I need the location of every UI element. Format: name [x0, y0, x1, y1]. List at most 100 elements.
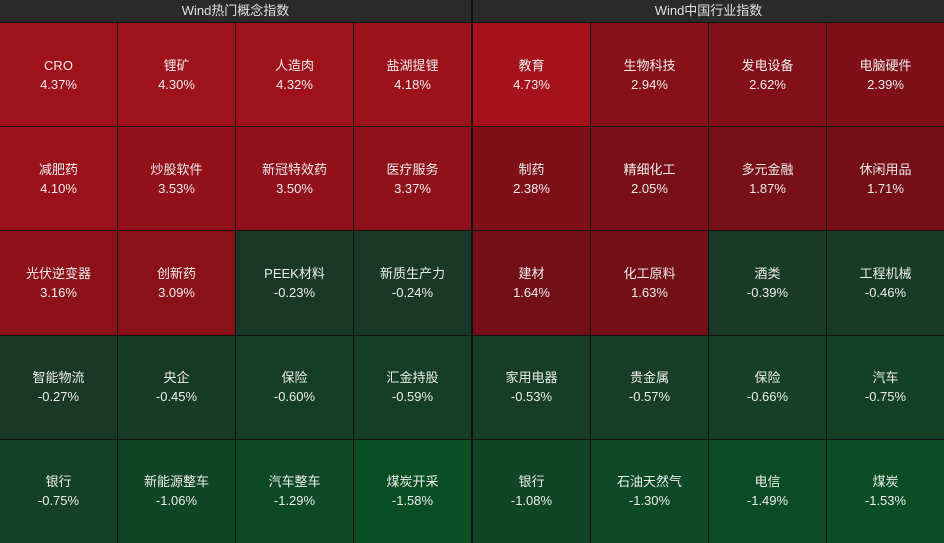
tile[interactable]: 贵金属 -0.57% [591, 335, 708, 439]
tile-change: -1.53% [864, 493, 907, 509]
tile-change: 4.30% [158, 76, 195, 92]
tile[interactable]: 汇金持股 -0.59% [354, 335, 471, 439]
tile-change: -0.66% [746, 389, 789, 405]
tile-change: 4.18% [394, 76, 431, 92]
tile-name: PEEK材料 [264, 265, 325, 281]
tile-name: 家用电器 [505, 370, 558, 386]
tile-name: 新质生产力 [379, 265, 445, 281]
tile[interactable]: 减肥药 4.10% [0, 127, 117, 231]
tile-change: 4.73% [513, 76, 550, 92]
tile[interactable]: 新能源整车 -1.06% [118, 439, 235, 543]
tile[interactable]: 家用电器 -0.53% [473, 335, 590, 439]
tile[interactable]: 盐湖提锂 4.18% [354, 23, 471, 127]
tile-name: 精细化工 [623, 161, 676, 177]
tile-change: 3.16% [40, 284, 77, 300]
tile-name: 创新药 [156, 265, 196, 281]
tile[interactable]: 休闲用品 1.71% [827, 127, 944, 231]
tile[interactable]: 炒股软件 3.53% [118, 127, 235, 231]
tile[interactable]: PEEK材料 -0.23% [236, 231, 353, 335]
tile[interactable]: 工程机械 -0.46% [827, 231, 944, 335]
tile[interactable]: 保险 -0.60% [236, 335, 353, 439]
tile[interactable]: 煤炭开采 -1.58% [354, 439, 471, 543]
tile-change: 1.87% [749, 180, 786, 196]
tile[interactable]: 光伏逆变器 3.16% [0, 231, 117, 335]
tile-grid: CRO 4.37% 锂矿 4.30% 人造肉 4.32% 盐湖提锂 4.18% 减肥药 4.10%… [0, 23, 471, 543]
tile-change: -0.57% [628, 389, 671, 405]
tile-grid: 教育 4.73% 生物科技 2.94% 发电设备 2.62% 电脑硬件 2.39% 制药 2.38… [473, 23, 944, 543]
tile[interactable]: 建材 1.64% [473, 231, 590, 335]
tile[interactable]: 锂矿 4.30% [118, 23, 235, 127]
tile-name: 新能源整车 [143, 474, 209, 490]
tile[interactable]: 电信 -1.49% [709, 439, 826, 543]
tile-change: 1.71% [867, 180, 904, 196]
tile[interactable]: 保险 -0.66% [709, 335, 826, 439]
tile-change: -1.58% [391, 493, 434, 509]
tile[interactable]: 汽车 -0.75% [827, 335, 944, 439]
tile[interactable]: 银行 -0.75% [0, 439, 117, 543]
tile[interactable]: 人造肉 4.32% [236, 23, 353, 127]
tile-name: 煤炭开采 [386, 474, 439, 490]
tile[interactable]: 多元金融 1.87% [709, 127, 826, 231]
tile-name: 石油天然气 [616, 474, 682, 490]
tile-change: 4.32% [276, 76, 313, 92]
tile-name: 光伏逆变器 [25, 265, 91, 281]
tile-change: 1.63% [631, 284, 668, 300]
tile-change: -1.30% [628, 493, 671, 509]
tile-name: 发电设备 [741, 57, 794, 73]
tile-name: 教育 [518, 57, 545, 73]
tile-name: 生物科技 [623, 57, 676, 73]
tile-change: -0.75% [37, 493, 80, 509]
tile-name: 减肥药 [38, 161, 78, 177]
tile[interactable]: 生物科技 2.94% [591, 23, 708, 127]
tile-change: 2.62% [749, 76, 786, 92]
tile[interactable]: 银行 -1.08% [473, 439, 590, 543]
tile-name: 新冠特效药 [261, 161, 327, 177]
tile[interactable]: 煤炭 -1.53% [827, 439, 944, 543]
tile[interactable]: 制药 2.38% [473, 127, 590, 231]
tile-change: -0.53% [510, 389, 553, 405]
panel-title: Wind中国行业指数 [473, 0, 944, 23]
tile[interactable]: 创新药 3.09% [118, 231, 235, 335]
tile-name: 智能物流 [32, 370, 85, 386]
tile-name: 银行 [45, 474, 72, 490]
tile-name: 锂矿 [163, 57, 190, 73]
tile[interactable]: 化工原料 1.63% [591, 231, 708, 335]
tile[interactable]: 石油天然气 -1.30% [591, 439, 708, 543]
tile-name: CRO [44, 57, 73, 73]
tile-change: 4.10% [40, 180, 77, 196]
tile[interactable]: 央企 -0.45% [118, 335, 235, 439]
tile-change: 2.94% [631, 76, 668, 92]
tile-name: 盐湖提锂 [386, 57, 439, 73]
tile-name: 银行 [518, 474, 545, 490]
tile[interactable]: CRO 4.37% [0, 23, 117, 127]
tile-change: -0.23% [273, 284, 316, 300]
tile-name: 贵金属 [629, 370, 669, 386]
tile[interactable]: 教育 4.73% [473, 23, 590, 127]
tile-name: 建材 [518, 265, 545, 281]
tile[interactable]: 发电设备 2.62% [709, 23, 826, 127]
tile-change: 3.09% [158, 284, 195, 300]
tile-change: -0.24% [391, 284, 434, 300]
tile[interactable]: 汽车整车 -1.29% [236, 439, 353, 543]
tile[interactable]: 新质生产力 -0.24% [354, 231, 471, 335]
tile-name: 汇金持股 [386, 370, 439, 386]
tile[interactable]: 智能物流 -0.27% [0, 335, 117, 439]
tile-name: 央企 [163, 370, 190, 386]
tile[interactable]: 电脑硬件 2.39% [827, 23, 944, 127]
tile[interactable]: 酒类 -0.39% [709, 231, 826, 335]
tile-change: 2.05% [631, 180, 668, 196]
tile[interactable]: 医疗服务 3.37% [354, 127, 471, 231]
tile[interactable]: 精细化工 2.05% [591, 127, 708, 231]
panel: Wind中国行业指数教育 4.73% 生物科技 2.94% 发电设备 2.62% 电脑硬件 2… [473, 0, 944, 543]
tile-change: 4.37% [40, 76, 77, 92]
tile-change: 3.37% [394, 180, 431, 196]
tile-change: -0.45% [155, 389, 198, 405]
tile-name: 休闲用品 [859, 161, 912, 177]
tile-name: 制药 [518, 161, 545, 177]
tile-change: 2.39% [867, 76, 904, 92]
tile-name: 工程机械 [859, 265, 912, 281]
tile-change: 3.53% [158, 180, 195, 196]
tile-name: 电信 [754, 474, 781, 490]
tile[interactable]: 新冠特效药 3.50% [236, 127, 353, 231]
